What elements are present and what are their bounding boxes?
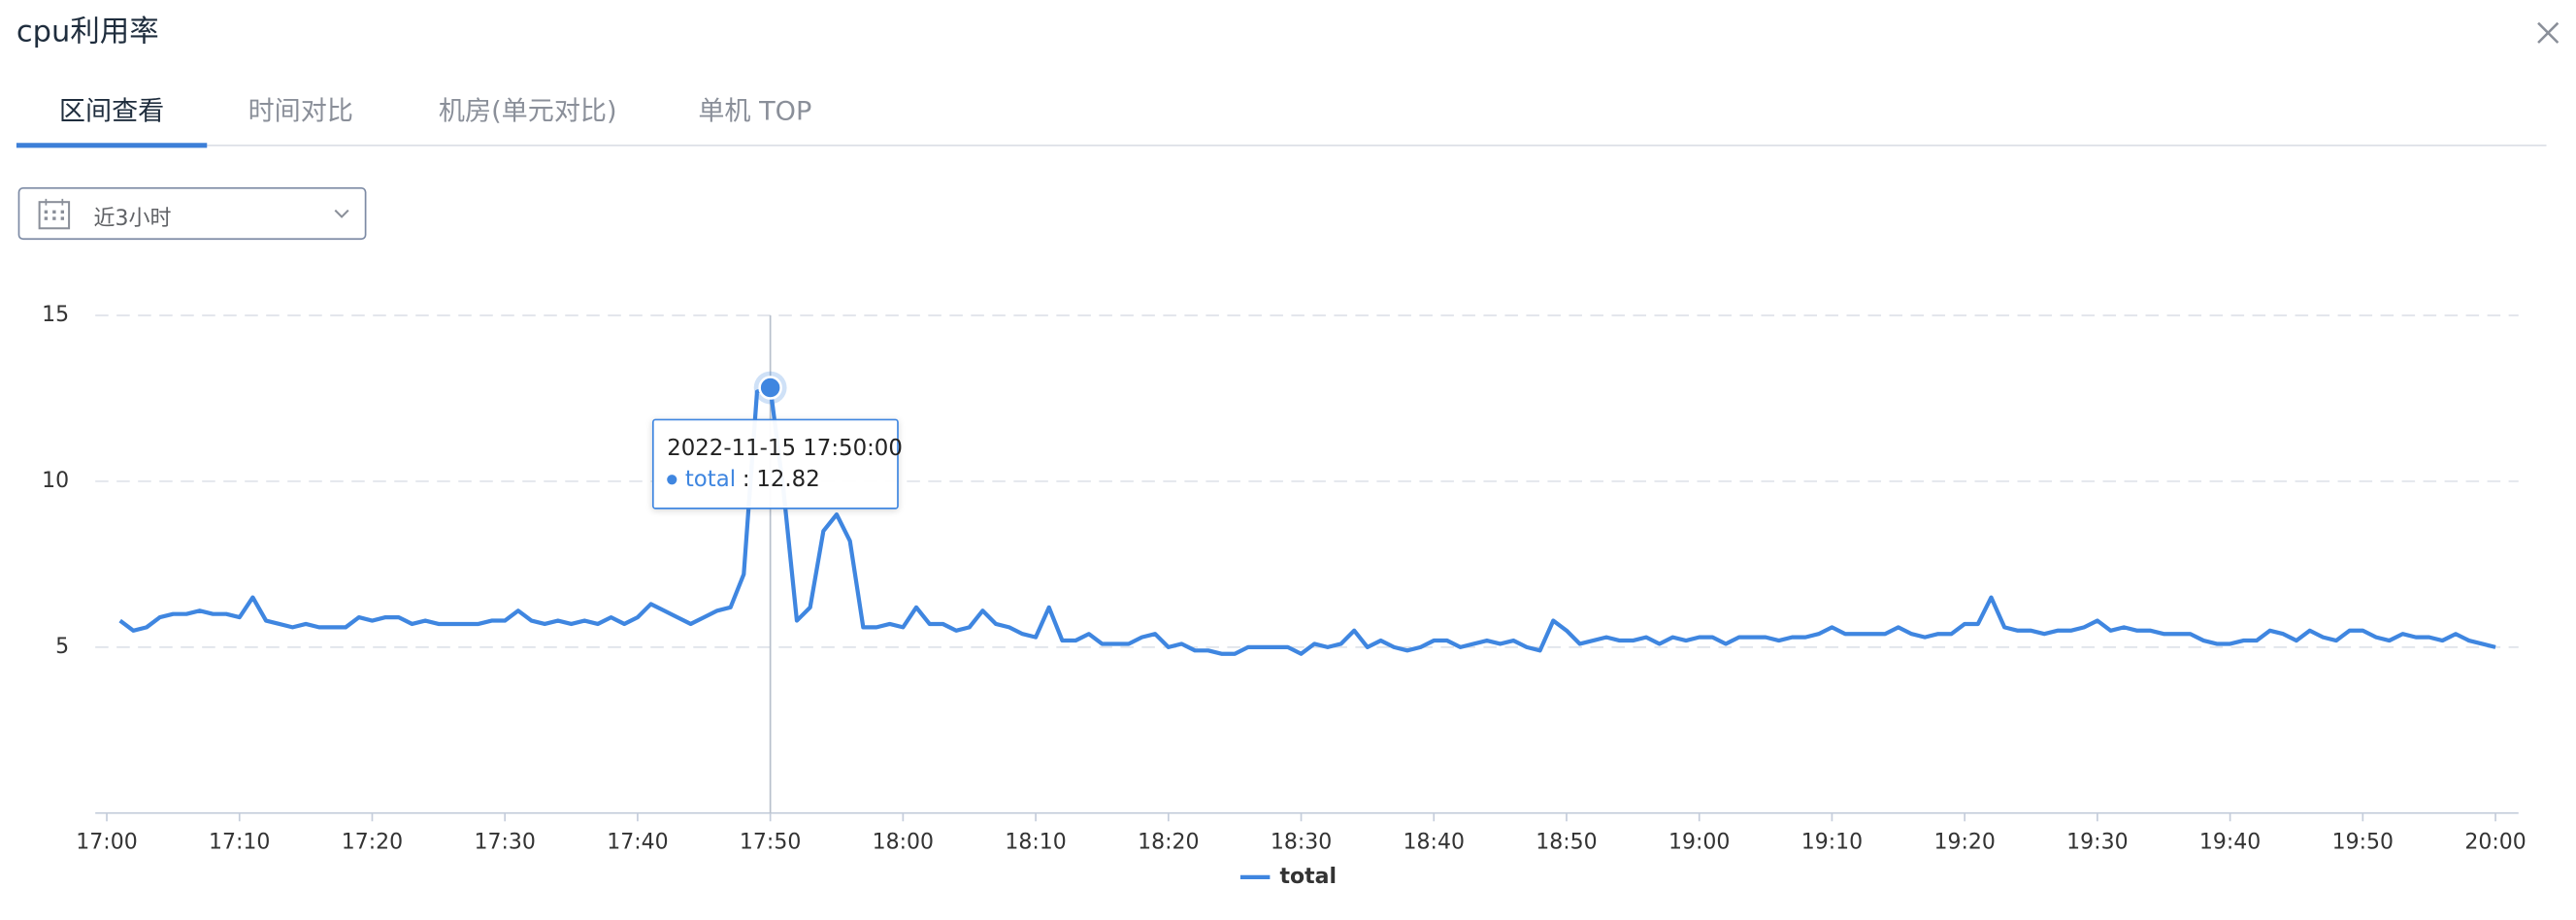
x-tick-label: 17:40 bbox=[607, 830, 668, 854]
x-tick-label: 19:50 bbox=[2332, 830, 2394, 854]
x-tick-label: 17:20 bbox=[342, 830, 403, 854]
x-tick-label: 19:30 bbox=[2066, 830, 2128, 854]
tooltip-row: total:12.82 bbox=[667, 467, 820, 493]
x-tick-label: 19:10 bbox=[1801, 830, 1863, 854]
tab[interactable]: 区间查看 bbox=[58, 95, 165, 127]
series-line bbox=[118, 385, 2496, 656]
legend-label: total bbox=[1280, 865, 1338, 889]
tooltip: 2022-11-15 17:50:00 total:12.82 bbox=[651, 418, 903, 509]
chevron-icon bbox=[334, 209, 349, 218]
y-tick-label: 15 bbox=[42, 303, 69, 327]
tooltip-title: 2022-11-15 17:50:00 bbox=[667, 435, 903, 462]
tab[interactable]: 单机 TOP bbox=[698, 95, 812, 127]
x-tick-label: 20:00 bbox=[2464, 830, 2526, 854]
y-tick-label: 5 bbox=[55, 635, 69, 659]
y-tick-label: 10 bbox=[42, 469, 69, 493]
active-tab-indicator bbox=[16, 143, 208, 148]
x-tick-label: 18:30 bbox=[1271, 830, 1332, 854]
x-tick-label: 18:40 bbox=[1404, 830, 1465, 854]
x-tick-label: 19:40 bbox=[2199, 830, 2261, 854]
x-tick-label: 18:20 bbox=[1138, 830, 1199, 854]
close-button[interactable] bbox=[2536, 21, 2559, 45]
x-tick-label: 17:50 bbox=[740, 830, 801, 854]
tooltip-separator: : bbox=[742, 466, 750, 493]
x-tick-label: 18:10 bbox=[1005, 830, 1066, 854]
tooltip-value: 12.82 bbox=[756, 466, 820, 493]
x-tick-label: 17:10 bbox=[209, 830, 270, 854]
tooltip-series: total bbox=[684, 466, 737, 493]
x-tick-label: 19:00 bbox=[1668, 830, 1730, 854]
tab[interactable]: 时间对比 bbox=[248, 95, 353, 127]
x-tick-label: 17:00 bbox=[76, 830, 137, 854]
x-tick-label: 18:00 bbox=[873, 830, 934, 854]
date-range-select[interactable]: 近3小时 bbox=[17, 186, 367, 241]
tab[interactable]: 机房(单元对比) bbox=[438, 95, 617, 127]
x-tick-label: 18:50 bbox=[1536, 830, 1597, 854]
x-tick-label: 17:30 bbox=[474, 830, 535, 854]
calendar-icon bbox=[38, 198, 71, 230]
hover-point bbox=[758, 376, 782, 400]
tooltip-marker bbox=[667, 475, 677, 485]
dialog-title: cpu利用率 bbox=[16, 15, 159, 49]
x-tick-label: 19:20 bbox=[1933, 830, 1995, 854]
select-value: 近3小时 bbox=[93, 207, 172, 232]
tab-divider bbox=[16, 144, 2547, 147]
